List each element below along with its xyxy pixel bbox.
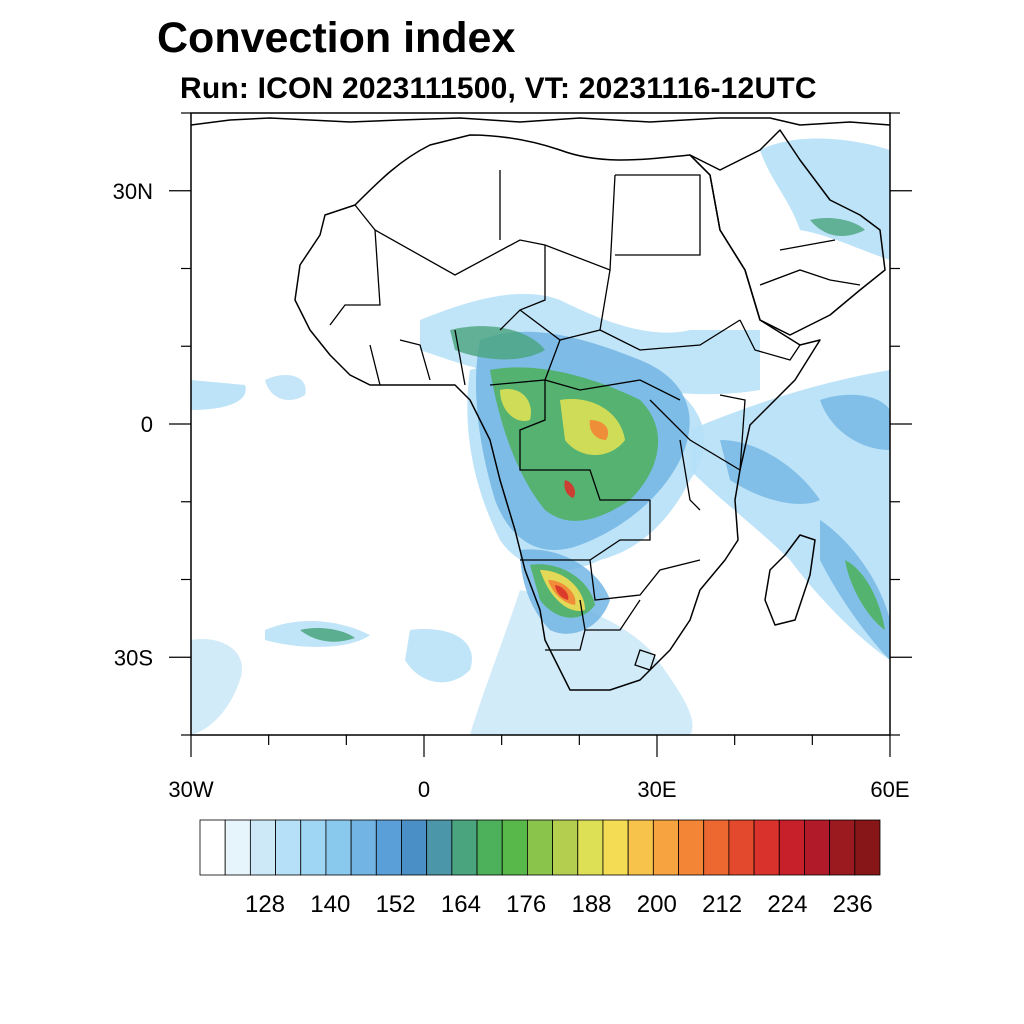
colorbar-swatch bbox=[300, 819, 327, 876]
coastlines bbox=[191, 117, 890, 691]
colorbar-swatch bbox=[778, 819, 805, 876]
arabia-coastline bbox=[689, 129, 886, 336]
field-swath-south-atlantic bbox=[470, 590, 693, 735]
colorbar-label: 164 bbox=[441, 891, 481, 918]
field-swath-southwest bbox=[191, 639, 242, 735]
colorbar-label: 188 bbox=[571, 891, 611, 918]
colorbar-swatch bbox=[552, 819, 579, 876]
colorbar-swatch bbox=[577, 819, 604, 876]
field-swath-atlantic-mid bbox=[265, 375, 306, 400]
colorbar-swatch bbox=[527, 819, 553, 876]
border-line bbox=[519, 309, 681, 401]
lon-tick-label: 30E bbox=[637, 777, 676, 802]
lon-tick-label: 0 bbox=[418, 777, 430, 802]
field-swath-south-2 bbox=[405, 629, 472, 683]
lat-tick-label: 30S bbox=[114, 645, 153, 670]
colorbar-swatch bbox=[854, 819, 881, 876]
border-line bbox=[374, 174, 616, 276]
border-line bbox=[369, 329, 466, 386]
field-blue-indian bbox=[720, 440, 820, 504]
border-line bbox=[615, 174, 701, 256]
colorbar-swatch bbox=[224, 819, 251, 876]
field-blue-east-ocean bbox=[820, 394, 890, 450]
chart-subtitle: Run: ICON 2023111500, VT: 20231116-12UTC bbox=[180, 72, 817, 105]
colorbar-swatch bbox=[451, 819, 478, 876]
field-green-westafrica bbox=[450, 326, 545, 360]
field-green-ocean-south bbox=[300, 627, 355, 642]
lat-tick-label: 0 bbox=[141, 412, 153, 437]
field-swath-west-atlantic bbox=[191, 380, 246, 410]
field-yellow-gabon bbox=[500, 389, 531, 421]
colorbar-swatch bbox=[678, 819, 705, 876]
border-line bbox=[579, 500, 651, 631]
border-line bbox=[499, 170, 546, 331]
colorbar-swatch bbox=[476, 819, 503, 876]
border-line bbox=[649, 399, 741, 511]
colorbar-label: 236 bbox=[833, 891, 873, 918]
field-green-madagascar bbox=[845, 560, 885, 630]
colorbar-swatch bbox=[728, 819, 755, 876]
colorbar-swatch bbox=[602, 819, 629, 876]
colorbar-swatch bbox=[426, 819, 453, 876]
colorbar-label: 176 bbox=[506, 891, 546, 918]
colorbar-swatch bbox=[627, 819, 654, 876]
colorbar-swatch bbox=[325, 819, 352, 876]
border-line bbox=[489, 379, 650, 501]
border-line bbox=[520, 559, 701, 601]
lon-tick-label: 30W bbox=[168, 777, 213, 802]
axis-tick-labels: 30W 0 30E 60E 30N 0 30S bbox=[113, 179, 910, 802]
field-green-arabia bbox=[810, 218, 865, 236]
border-line bbox=[599, 269, 741, 351]
colorbar-swatch bbox=[829, 819, 856, 876]
colorbar-label: 224 bbox=[767, 891, 807, 918]
colorbar-swatch bbox=[501, 819, 528, 876]
colorbar-swatch bbox=[275, 819, 302, 876]
colorbar-swatch bbox=[375, 819, 402, 876]
colorbar-swatch bbox=[753, 819, 780, 876]
colorbar-label: 140 bbox=[310, 891, 350, 918]
colorbar-swatch bbox=[804, 819, 831, 876]
border-line bbox=[329, 204, 381, 326]
colorbar: 128 140 152 164 176 188 200 212 224 236 bbox=[199, 819, 881, 918]
colorbar-label: 152 bbox=[376, 891, 416, 918]
lat-tick-label: 30N bbox=[113, 179, 153, 204]
colorbar-swatch bbox=[199, 819, 226, 876]
border-line bbox=[719, 319, 801, 471]
convection-field bbox=[191, 138, 890, 735]
chart-title: Convection index bbox=[157, 14, 516, 62]
border-line bbox=[759, 239, 861, 286]
colorbar-label: 128 bbox=[245, 891, 285, 918]
colorbar-label: 212 bbox=[702, 891, 742, 918]
border-line bbox=[545, 629, 656, 671]
country-borders bbox=[329, 170, 861, 671]
field-orange-congo bbox=[589, 420, 609, 440]
europe-coastline bbox=[191, 117, 890, 126]
colorbar-swatch bbox=[249, 819, 276, 876]
colorbar-label: 200 bbox=[637, 891, 677, 918]
colorbar-swatch bbox=[652, 819, 679, 876]
axis-ticks bbox=[169, 112, 912, 757]
field-red-namibia bbox=[555, 585, 569, 600]
colorbar-swatch bbox=[350, 819, 377, 876]
lon-tick-label: 60E bbox=[870, 777, 909, 802]
colorbar-swatch bbox=[401, 819, 428, 876]
colorbar-swatch bbox=[703, 819, 730, 876]
madagascar-coastline bbox=[764, 534, 816, 626]
field-red-angola bbox=[564, 480, 576, 498]
